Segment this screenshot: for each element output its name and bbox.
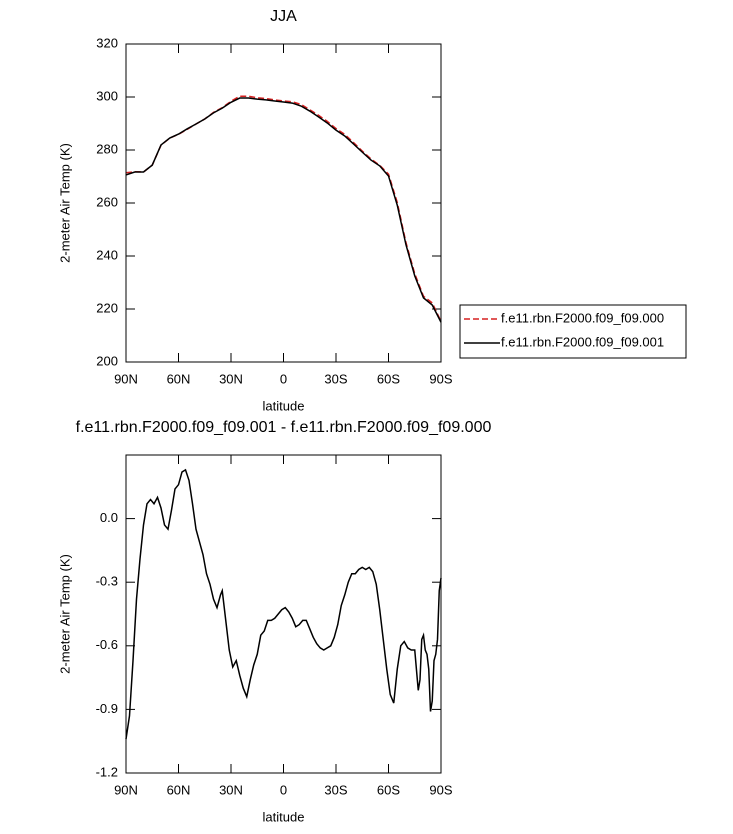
y-axis-label: 2-meter Air Temp (K) — [57, 143, 72, 263]
y-tick-label: 240 — [96, 247, 118, 262]
x-tick-label: 30N — [219, 782, 243, 797]
x-tick-label: 60S — [377, 371, 400, 386]
x-tick-label: 60N — [167, 782, 191, 797]
y-tick-label: -0.9 — [96, 701, 118, 716]
chart-title: f.e11.rbn.F2000.f09_f09.001 - f.e11.rbn.… — [76, 419, 492, 436]
y-tick-label: -0.6 — [96, 637, 118, 652]
y-tick-label: 320 — [96, 35, 118, 50]
x-tick-label: 30S — [324, 782, 347, 797]
series-line — [125, 97, 442, 323]
x-axis-label: latitude — [263, 809, 305, 824]
x-tick-label: 0 — [280, 371, 287, 386]
series-line — [125, 468, 442, 740]
y-tick-label: -1.2 — [96, 764, 118, 779]
y-tick-label: 200 — [96, 353, 118, 368]
x-tick-label: 90N — [114, 782, 138, 797]
x-tick-label: 0 — [280, 782, 287, 797]
legend-label: f.e11.rbn.F2000.f09_f09.000 — [501, 310, 664, 325]
x-tick-label: 60S — [377, 782, 400, 797]
x-tick-label: 90S — [429, 782, 452, 797]
y-tick-label: 300 — [96, 88, 118, 103]
x-tick-label: 60N — [167, 371, 191, 386]
plot-frame — [125, 43, 442, 363]
x-tick-label: 90S — [429, 371, 452, 386]
y-tick-label: -0.3 — [96, 574, 118, 589]
chart-title: JJA — [270, 8, 297, 25]
y-tick-label: 220 — [96, 300, 118, 315]
x-tick-label: 90N — [114, 371, 138, 386]
x-tick-label: 30N — [219, 371, 243, 386]
legend-label: f.e11.rbn.F2000.f09_f09.001 — [501, 334, 664, 349]
series-line — [125, 95, 442, 322]
x-axis-label: latitude — [263, 398, 305, 413]
x-tick-label: 30S — [324, 371, 347, 386]
legend-box — [459, 304, 687, 359]
y-tick-label: 280 — [96, 141, 118, 156]
plot-frame — [125, 454, 442, 774]
y-tick-label: 0.0 — [100, 510, 118, 525]
y-axis-label: 2-meter Air Temp (K) — [57, 554, 72, 674]
y-tick-label: 260 — [96, 194, 118, 209]
